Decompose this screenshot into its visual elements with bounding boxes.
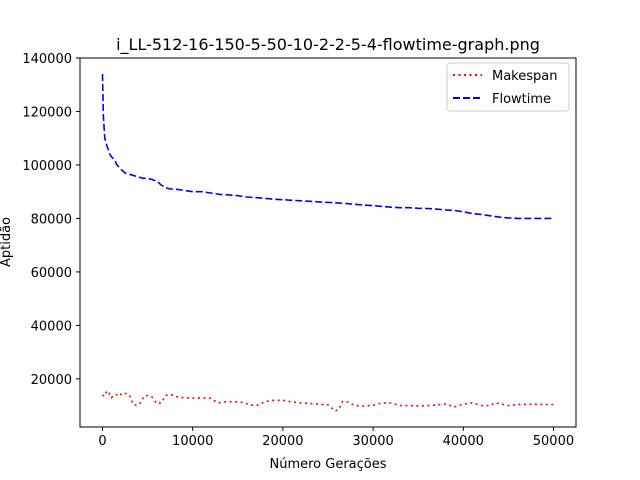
series-layer: [101, 73, 554, 412]
y-tick-label: 60000: [31, 266, 72, 281]
x-axis-label: Número Gerações: [269, 457, 386, 472]
y-tick-label: 20000: [31, 373, 72, 388]
legend-label-makespan: Makespan: [492, 69, 557, 84]
y-tick-label: 100000: [22, 159, 72, 174]
x-tick-label: 10000: [172, 434, 213, 449]
y-tick-label: 120000: [22, 105, 72, 120]
series-line-flowtime: [101, 73, 554, 220]
x-axis: 0 10000 20000 30000 40000 50000: [98, 427, 574, 449]
legend-label-flowtime: Flowtime: [492, 92, 551, 107]
x-tick-label: 40000: [443, 434, 484, 449]
y-tick-label: 40000: [31, 319, 72, 334]
x-tick-label: 30000: [352, 434, 393, 449]
legend: Makespan Flowtime: [446, 62, 570, 112]
y-tick-label: 80000: [31, 212, 72, 227]
x-tick-label: 0: [98, 434, 106, 449]
x-tick-label: 20000: [262, 434, 303, 449]
plot-frame: [79, 57, 577, 428]
chart-title: i_LL-512-16-150-5-50-10-2-2-5-4-flowtime…: [116, 35, 540, 55]
x-tick-label: 50000: [533, 434, 574, 449]
y-axis-label: Aptidão: [0, 217, 14, 267]
y-axis: 20000 40000 60000 80000 100000 120000 140000: [22, 52, 80, 388]
series-line-makespan: [102, 389, 554, 412]
y-tick-label: 140000: [22, 52, 72, 67]
